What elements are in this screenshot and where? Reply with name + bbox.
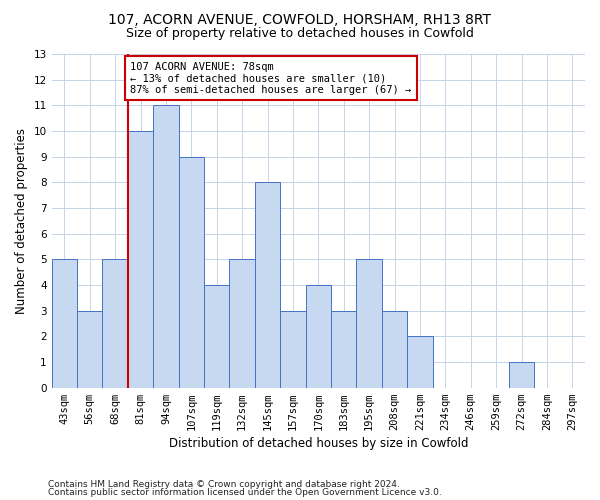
Bar	[280, 310, 305, 388]
Bar	[77, 310, 103, 388]
Bar	[407, 336, 433, 388]
Bar	[52, 260, 77, 388]
Bar	[305, 285, 331, 388]
Bar	[179, 156, 204, 388]
Bar	[331, 310, 356, 388]
Bar	[128, 131, 153, 388]
Bar	[103, 260, 128, 388]
Text: Contains HM Land Registry data © Crown copyright and database right 2024.: Contains HM Land Registry data © Crown c…	[48, 480, 400, 489]
Bar	[382, 310, 407, 388]
Bar	[356, 260, 382, 388]
Bar	[229, 260, 255, 388]
Text: Size of property relative to detached houses in Cowfold: Size of property relative to detached ho…	[126, 28, 474, 40]
Bar	[509, 362, 534, 388]
Text: Contains public sector information licensed under the Open Government Licence v3: Contains public sector information licen…	[48, 488, 442, 497]
Text: 107, ACORN AVENUE, COWFOLD, HORSHAM, RH13 8RT: 107, ACORN AVENUE, COWFOLD, HORSHAM, RH1…	[109, 12, 491, 26]
Y-axis label: Number of detached properties: Number of detached properties	[15, 128, 28, 314]
X-axis label: Distribution of detached houses by size in Cowfold: Distribution of detached houses by size …	[169, 437, 468, 450]
Bar	[153, 106, 179, 388]
Text: 107 ACORN AVENUE: 78sqm
← 13% of detached houses are smaller (10)
87% of semi-de: 107 ACORN AVENUE: 78sqm ← 13% of detache…	[130, 62, 412, 95]
Bar	[255, 182, 280, 388]
Bar	[204, 285, 229, 388]
